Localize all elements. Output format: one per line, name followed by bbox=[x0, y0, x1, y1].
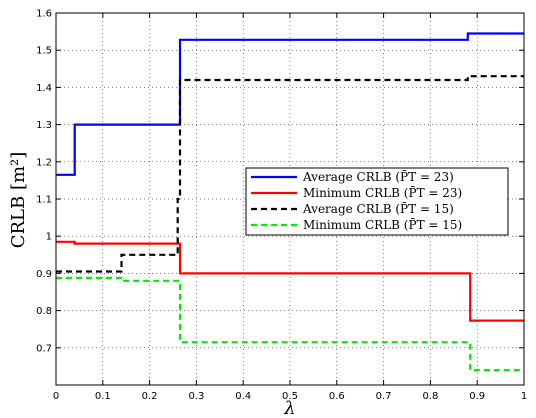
y-tick-label: 1.6 bbox=[36, 9, 52, 20]
y-tick-label: 1.2 bbox=[36, 157, 52, 168]
legend-box bbox=[245, 167, 509, 236]
series-layer bbox=[56, 32, 524, 372]
x-tick-label: 0.2 bbox=[142, 391, 158, 402]
tick-labels: 0 0.1 0.2 0.3 0.4 0.5 0.6 0.7 0.8 0.9 1 0.7 0.8 0.9 1 1… bbox=[36, 9, 527, 403]
x-tick-label: 1 bbox=[521, 391, 527, 402]
x-tick-label: 0.6 bbox=[329, 391, 345, 402]
x-tick-label: 0.3 bbox=[188, 391, 204, 402]
x-tick-label: 0.8 bbox=[422, 391, 438, 402]
legend-label-3: Average CRLB (P̄T = 15) bbox=[302, 201, 454, 216]
series-line-2 bbox=[56, 240, 524, 322]
x-tick-label: 0.5 bbox=[282, 391, 298, 402]
x-axis-label: λ bbox=[283, 398, 295, 418]
y-tick-label: 0.8 bbox=[36, 306, 52, 317]
y-axis-label: CRLB [m²] bbox=[8, 152, 29, 249]
x-tick-label: 0.1 bbox=[95, 391, 111, 402]
legend-label-1: Average CRLB (P̄T = 23) bbox=[302, 169, 454, 184]
x-tick-label: 0.7 bbox=[376, 391, 392, 402]
y-tick-label: 1.5 bbox=[36, 46, 52, 57]
x-tick-label: 0.4 bbox=[235, 391, 251, 402]
y-tick-label: 0.9 bbox=[36, 269, 52, 280]
ticks bbox=[55, 12, 525, 385]
y-tick-label: 1.1 bbox=[36, 195, 52, 206]
legend-items: Average CRLB (P̄T = 23)Minimum CRLB (P̄T… bbox=[251, 169, 462, 232]
y-tick-label: 1 bbox=[46, 232, 52, 243]
legend: Average CRLB (P̄T = 23)Minimum CRLB (P̄T… bbox=[245, 167, 509, 236]
legend-label-2: Minimum CRLB (P̄T = 23) bbox=[303, 185, 462, 200]
legend-label-4: Minimum CRLB (P̄T = 15) bbox=[303, 217, 462, 232]
series-line-4 bbox=[56, 276, 524, 372]
y-tick-label: 0.7 bbox=[36, 343, 52, 354]
y-tick-label: 1.4 bbox=[36, 83, 52, 94]
series-line-3 bbox=[56, 75, 524, 273]
y-tick-label: 1.3 bbox=[36, 120, 52, 131]
x-tick-label: 0 bbox=[53, 391, 59, 402]
x-tick-label: 0.9 bbox=[469, 391, 485, 402]
